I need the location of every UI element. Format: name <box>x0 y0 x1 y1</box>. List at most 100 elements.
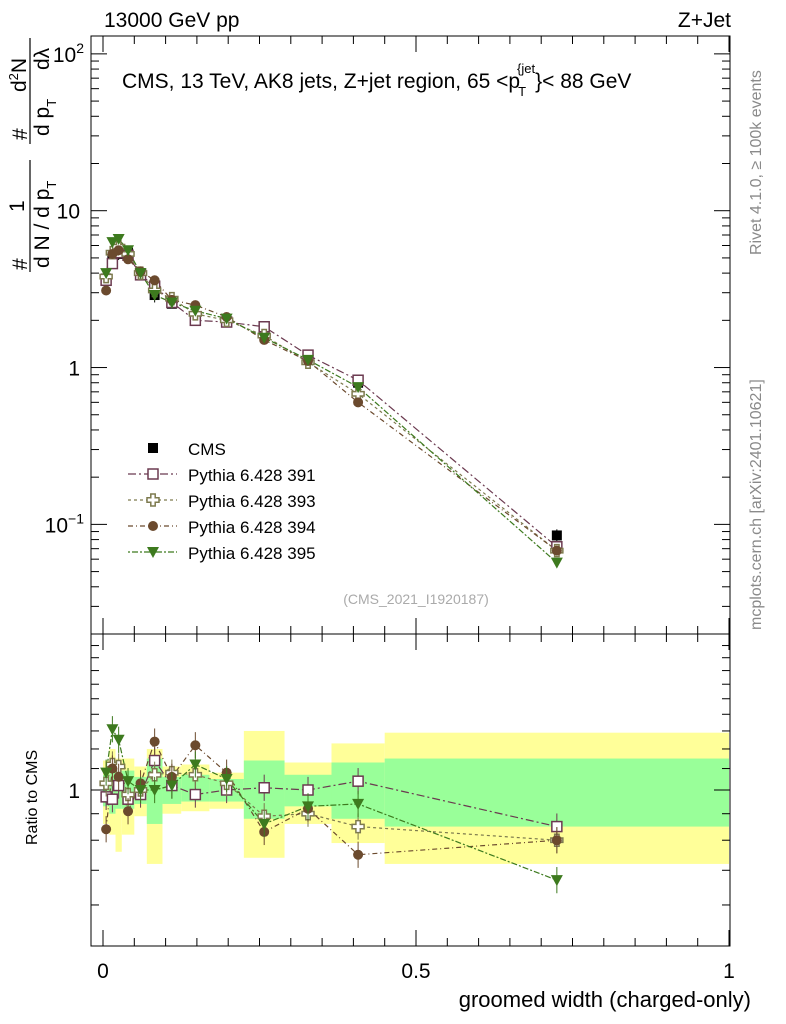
y-axis-label: # 1 d N / d pT # d2N d pT dλ <box>6 38 59 272</box>
ratio-point-pythia-6-428-395 <box>258 818 271 830</box>
ylabel-hash2: # <box>9 128 32 140</box>
point-pythia-6-428-394 <box>551 545 562 556</box>
point-pythia-6-428-395 <box>112 234 125 246</box>
ratio-point-pythia-6-428-391 <box>258 782 270 794</box>
ratio-point-pythia-6-428-391 <box>106 793 119 805</box>
point-pythia-6-428-395 <box>134 268 147 280</box>
legend-marker-cms <box>148 443 158 453</box>
ratio-point-pythia-6-428-393 <box>121 787 135 802</box>
point-pythia-6-428-395 <box>189 305 202 317</box>
plot-title-sub: T <box>518 84 526 99</box>
ratio-point-pythia-6-428-395 <box>112 734 125 746</box>
y-tick-label: 10−1 <box>45 510 85 537</box>
rivet-label: Rivet 4.1.0, ≥ 100k events <box>748 70 765 255</box>
ylabel-d2N: d2N <box>6 58 31 92</box>
ratio-point-pythia-6-428-394 <box>113 771 124 782</box>
legend-marker-pythia-6-428-395 <box>147 547 159 558</box>
x-tick-label: 0.5 <box>401 960 430 983</box>
ratio-point-pythia-6-428-393 <box>351 819 365 834</box>
point-pythia-6-428-394 <box>123 254 134 265</box>
ratio-bands-inner <box>103 758 729 827</box>
legend: CMS Pythia 6.428 391 Pythia 6.428 393 Pythi… <box>128 440 316 563</box>
ratio-point-pythia-6-428-395 <box>165 780 178 792</box>
ratio-point-pythia-6-428-395 <box>122 776 135 788</box>
ratio-point-pythia-6-428-394 <box>551 835 562 846</box>
point-pythia-6-428-395 <box>106 237 119 249</box>
ratio-point-pythia-6-428-394 <box>190 740 201 751</box>
analysis-watermark: (CMS_2021_I1920187) <box>343 591 489 607</box>
point-pythia-6-428-395 <box>148 290 161 302</box>
x-tick-label: 1 <box>723 960 735 983</box>
ylabel-dp-text: d p <box>31 107 54 136</box>
legend-marker-pythia-6-428-394 <box>148 521 158 531</box>
x-tick-label: 0 <box>97 960 109 983</box>
ylabel-dp: d pT <box>31 99 59 136</box>
point-pythia-6-428-395 <box>302 354 315 366</box>
y-tick-label: 1 <box>68 358 80 381</box>
ratio-point-pythia-6-428-394 <box>123 806 134 817</box>
ylabel-one: 1 <box>6 200 29 212</box>
ratio-point-pythia-6-428-391 <box>352 775 364 787</box>
point-pythia-6-428-395 <box>220 313 233 325</box>
ratio-tick-label: 1 <box>68 780 80 803</box>
ylabel-dp-sub: T <box>44 99 59 107</box>
plot-title-tail: }< 88 GeV <box>535 70 631 93</box>
ylabel-d2N-d: d <box>8 80 31 92</box>
point-pythia-6-428-395 <box>100 268 113 280</box>
line-pythia-6-428-395 <box>105 238 558 564</box>
y-tick-label-exp: −1 <box>68 510 84 526</box>
point-pythia-6-428-395 <box>258 332 271 344</box>
y-tick-label-exp: 2 <box>76 40 84 56</box>
ratio-point-pythia-6-428-393 <box>147 768 162 782</box>
point-pythia-6-428-395 <box>550 557 563 569</box>
ratio-point-pythia-6-428-394 <box>353 849 364 860</box>
axis-ticks <box>91 36 730 946</box>
legend-label-pythia-6-428-395: Pythia 6.428 395 <box>188 544 316 563</box>
ratio-point-pythia-6-428-395 <box>550 875 563 887</box>
ylabel-dN: d N / d pT <box>31 181 59 268</box>
header-energy: 13000 GeV pp <box>104 9 239 32</box>
ratio-point-pythia-6-428-395 <box>100 767 113 779</box>
y-tick-label: 10 <box>57 201 80 224</box>
point-pythia-6-428-395 <box>352 382 365 394</box>
point-pythia-6-428-394 <box>353 397 364 408</box>
y-tick-label-base: 10 <box>45 514 68 537</box>
mcplots-label: mcplots.cern.ch [arXiv:2401.10621] <box>748 379 765 630</box>
ratio-point-pythia-6-428-395 <box>106 724 119 736</box>
ylabel-d2N-sup: 2 <box>6 73 21 80</box>
point-pythia-6-428-391 <box>106 257 119 270</box>
ylabel-hash1: # <box>9 258 32 270</box>
y-tick-label: 102 <box>53 40 84 67</box>
plot-title-main: CMS, 13 TeV, AK8 jets, Z+jet region, 65 … <box>122 70 520 93</box>
ratio-axis-label: Ratio to CMS <box>24 750 41 845</box>
point-pythia-6-428-394 <box>149 275 160 286</box>
ratio-point-pythia-6-428-394 <box>149 736 160 747</box>
point-pythia-6-428-395 <box>165 297 178 309</box>
y-tick-label-base: 10 <box>53 44 76 67</box>
ratio-point-pythia-6-428-391 <box>189 788 202 801</box>
plot-title: CMS, 13 TeV, AK8 jets, Z+jet region, 65 … <box>122 61 631 99</box>
legend-label-pythia-6-428-393: Pythia 6.428 393 <box>188 492 316 511</box>
plot-title-sup: {jet <box>517 61 535 76</box>
legend-label-cms: CMS <box>188 440 226 459</box>
ylabel-dlambda: dλ <box>31 47 54 70</box>
y-tick-label-base: 10 <box>57 201 80 224</box>
ratio-point-pythia-6-428-395 <box>302 801 315 813</box>
ratio-point-pythia-6-428-395 <box>220 774 233 786</box>
legend-label-pythia-6-428-391: Pythia 6.428 391 <box>188 466 316 485</box>
ratio-point-pythia-6-428-395 <box>134 785 147 796</box>
legend-label-pythia-6-428-394: Pythia 6.428 394 <box>188 518 316 537</box>
ylabel-dN-sub: T <box>44 181 59 189</box>
main-panel-frame <box>90 35 731 635</box>
legend-marker-pythia-6-428-391 <box>147 468 159 480</box>
point-cms <box>551 530 562 541</box>
ylabel-d2N-rest: N <box>8 58 31 73</box>
legend-marker-pythia-6-428-393 <box>146 493 160 507</box>
ratio-point-pythia-6-428-395 <box>352 798 365 810</box>
series-markers <box>99 234 564 894</box>
point-pythia-6-428-394 <box>101 285 112 296</box>
ratio-point-pythia-6-428-395 <box>189 759 202 771</box>
point-pythia-6-428-394 <box>113 245 124 256</box>
ylabel-dN-text: d N / d p <box>31 189 54 268</box>
